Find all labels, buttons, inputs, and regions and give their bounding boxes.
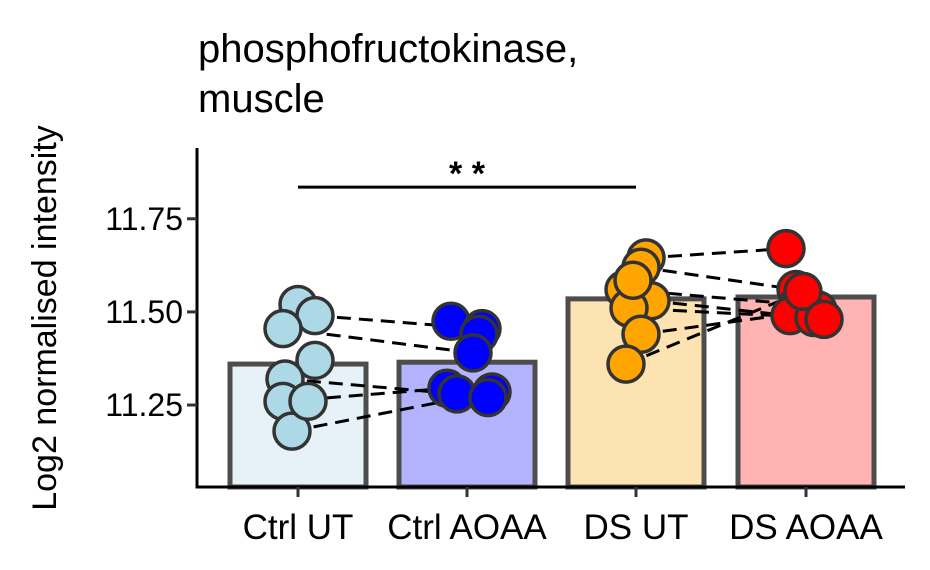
y-tick-label-0: 11.25 — [105, 387, 183, 423]
data-point-3-0 — [766, 228, 806, 269]
data-point-1-7 — [468, 377, 508, 418]
data-point-0-6 — [272, 411, 312, 451]
paired-line-1-3 — [650, 299, 791, 318]
plot-area: 11.25 11.50 11.75 Ctrl UT Ctrl AOAA DS UT DS A… — [105, 148, 905, 547]
x-tick-label-1: Ctrl AOAA — [387, 508, 547, 547]
x-tick-label-0: Ctrl UT — [243, 508, 354, 547]
paired-line-1-1 — [640, 265, 797, 292]
data-point-3-6 — [783, 271, 823, 312]
x-tick-label-3: DS AOAA — [729, 508, 883, 547]
data-point-0-7 — [288, 381, 328, 422]
chart-title-line-2: muscle — [198, 77, 325, 121]
data-point-2-7 — [613, 260, 653, 300]
y-tick-label-2: 11.75 — [105, 201, 183, 237]
paired-line-1-0 — [645, 247, 787, 260]
paired-line-0-4 — [291, 390, 493, 433]
paired-line-1-6 — [625, 290, 804, 366]
data-point-3-7 — [804, 299, 844, 340]
y-axis-title: Log2 normalised intensity — [26, 125, 64, 511]
x-tick-label-2: DS UT — [584, 508, 689, 547]
bar-3 — [735, 294, 877, 490]
data-point-0-2 — [263, 308, 303, 349]
chart-title-line-1: phosphofructokinase, — [198, 27, 578, 71]
significance-label-0: * * — [449, 155, 486, 193]
data-point-0-3 — [295, 340, 335, 381]
y-tick-label-1: 11.50 — [105, 294, 183, 330]
data-point-1-3 — [453, 333, 493, 373]
data-point-2-6 — [606, 344, 646, 384]
